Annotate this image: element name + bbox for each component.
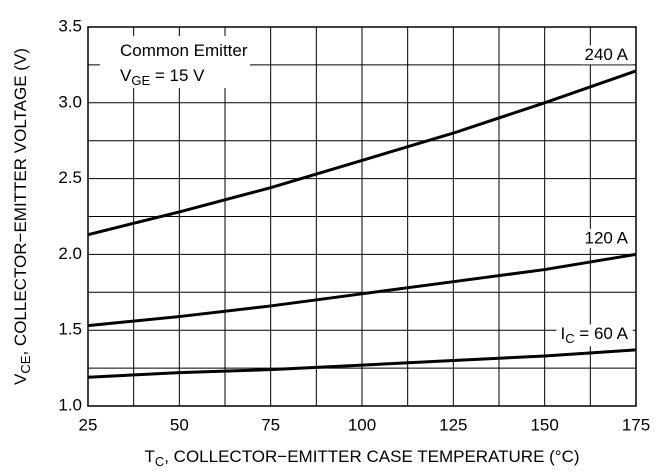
label-bg bbox=[580, 228, 633, 248]
text-part: V bbox=[11, 373, 30, 385]
y-tick-label: 2.0 bbox=[58, 244, 82, 263]
y-tick-label: 3.5 bbox=[58, 16, 82, 35]
text-part: 120 A bbox=[585, 229, 629, 248]
x-tick-label: 150 bbox=[530, 415, 558, 434]
x-tick-label: 125 bbox=[439, 415, 467, 434]
plot-frame bbox=[87, 26, 637, 407]
series-label: IC = 60 A bbox=[560, 324, 628, 346]
y-tick-label: 3.0 bbox=[58, 92, 82, 111]
text-part: V bbox=[120, 66, 132, 85]
text-part: = 60 A bbox=[575, 324, 629, 343]
text-part: = 15 V bbox=[150, 66, 205, 85]
label-bg bbox=[556, 324, 633, 347]
text-part: Common Emitter bbox=[120, 41, 248, 60]
text-part: CE bbox=[18, 355, 33, 373]
text-part: GE bbox=[131, 73, 150, 88]
y-tick-label: 1.0 bbox=[58, 395, 82, 414]
series-line bbox=[87, 69, 637, 237]
text-part: C bbox=[155, 454, 164, 469]
series-line bbox=[87, 348, 637, 379]
x-tick-label: 75 bbox=[261, 415, 280, 434]
label-bg bbox=[580, 45, 633, 65]
annotation: Common Emitter bbox=[120, 41, 248, 60]
x-tick-label: 100 bbox=[348, 415, 376, 434]
y-tick-label: 2.5 bbox=[58, 168, 82, 187]
series-line bbox=[87, 252, 637, 328]
text-part: I bbox=[560, 324, 565, 343]
text-part: 240 A bbox=[585, 45, 629, 64]
y-axis-label: VCE, COLLECTOR−EMITTER VOLTAGE (V) bbox=[11, 48, 33, 385]
y-tick-label: 1.5 bbox=[58, 320, 82, 339]
x-tick-label: 25 bbox=[79, 415, 98, 434]
x-axis-label: TC, COLLECTOR−EMITTER CASE TEMPERATURE (… bbox=[144, 447, 579, 469]
annotation: VGE = 15 V bbox=[120, 66, 205, 88]
text-part: C bbox=[565, 331, 574, 346]
annotation-box bbox=[100, 36, 250, 88]
series-label: 240 A bbox=[585, 45, 629, 64]
x-tick-label: 50 bbox=[170, 415, 189, 434]
text-part: , COLLECTOR−EMITTER VOLTAGE (V) bbox=[11, 48, 30, 355]
text-part: , COLLECTOR−EMITTER CASE TEMPERATURE (°C… bbox=[164, 447, 579, 466]
text-part: T bbox=[144, 447, 154, 466]
x-tick-label: 175 bbox=[622, 415, 650, 434]
series-label: 120 A bbox=[585, 229, 629, 248]
